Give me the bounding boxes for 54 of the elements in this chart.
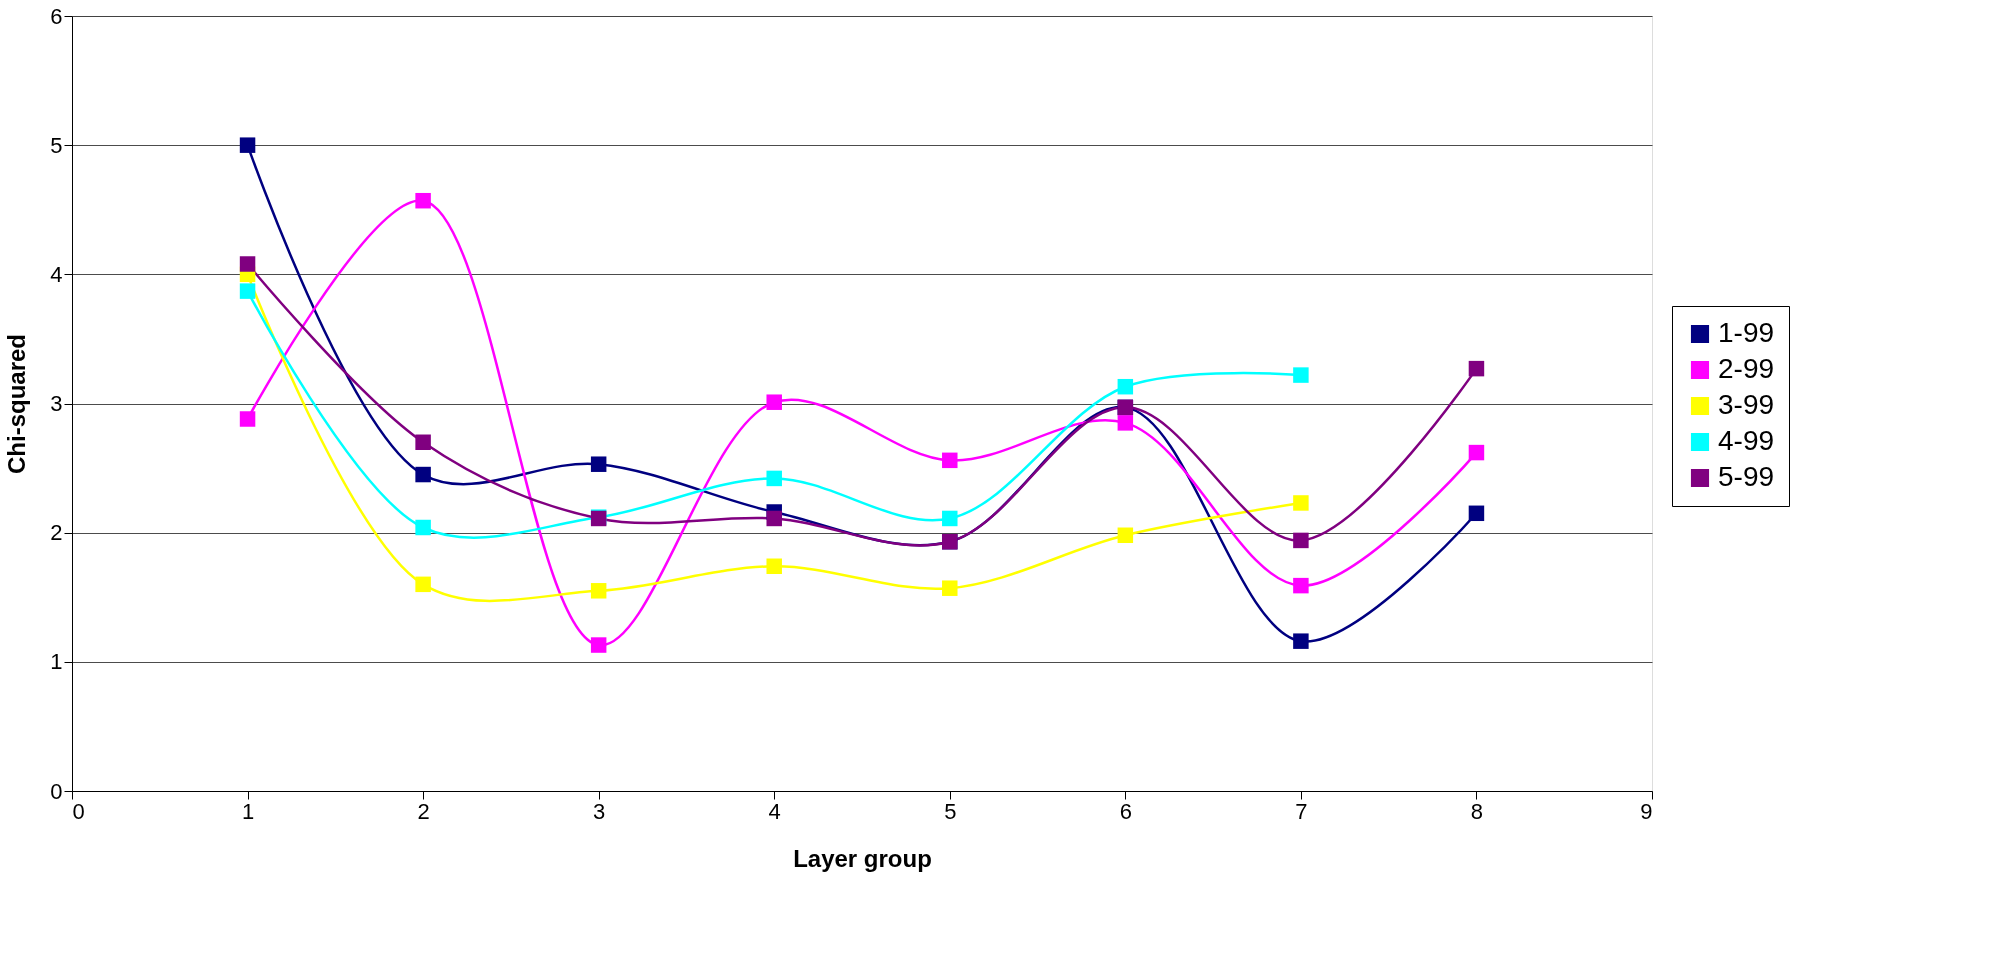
point	[1293, 532, 1309, 549]
point	[239, 256, 256, 272]
x-tick-label: 6	[1119, 798, 1132, 824]
point	[239, 411, 256, 427]
point	[1117, 527, 1134, 543]
y-tick-label: 4	[50, 261, 63, 287]
legend-label: 4-99	[1718, 425, 1775, 456]
y-tick-label: 5	[50, 132, 63, 158]
point	[766, 394, 782, 410]
y-tick-label: 0	[50, 778, 63, 804]
legend-label: 2-99	[1718, 353, 1775, 384]
y-tick-label: 2	[50, 520, 63, 546]
y-tick-label: 6	[50, 3, 63, 29]
point	[1468, 360, 1485, 377]
x-tick-label: 5	[944, 798, 957, 824]
y-axis-title: Chi-squared	[3, 333, 31, 475]
point	[1293, 367, 1309, 383]
x-axis-title: Layer group	[793, 844, 932, 872]
point	[942, 510, 958, 527]
y-tick-label: 1	[50, 649, 63, 675]
x-tick-label: 8	[1470, 798, 1484, 824]
point	[415, 192, 431, 209]
point	[590, 583, 607, 599]
point	[590, 637, 607, 653]
point	[1117, 415, 1134, 431]
point	[239, 283, 256, 299]
point	[415, 434, 431, 450]
point	[766, 510, 782, 527]
point	[942, 580, 958, 596]
legend-label: 5-99	[1718, 461, 1775, 492]
x-tick-label: 0	[72, 798, 85, 824]
legend-label: 3-99	[1718, 389, 1775, 420]
point	[942, 452, 958, 469]
x-tick-label: 2	[417, 798, 430, 824]
point	[415, 519, 431, 536]
point	[1468, 505, 1485, 522]
legend-label: 1-99	[1718, 317, 1775, 348]
x-tick-label: 1	[241, 798, 255, 824]
point	[1293, 495, 1309, 511]
point	[239, 137, 256, 153]
x-tick-label: 9	[1640, 798, 1653, 824]
point	[766, 470, 782, 487]
y-tick-label: 3	[50, 391, 63, 416]
point	[415, 576, 431, 593]
x-tick-label: 3	[593, 798, 606, 824]
point	[1293, 577, 1309, 594]
point	[1117, 378, 1134, 395]
point	[1468, 444, 1485, 461]
point	[766, 558, 782, 574]
x-tick-label: 4	[768, 798, 781, 824]
point	[1293, 633, 1309, 649]
point	[590, 456, 607, 472]
point	[415, 466, 431, 483]
x-tick-label: 7	[1295, 798, 1308, 824]
